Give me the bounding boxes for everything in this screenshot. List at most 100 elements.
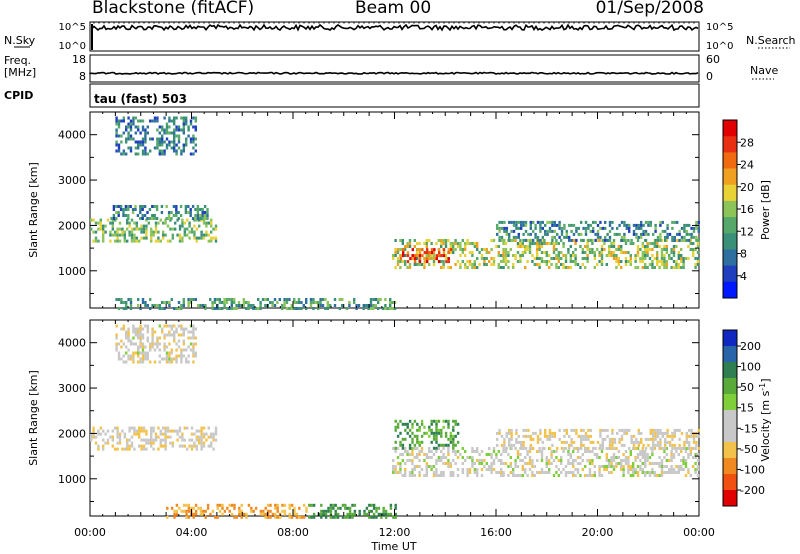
velocity-cell (517, 440, 520, 444)
power-cell (169, 227, 172, 231)
power-cell (145, 230, 148, 234)
power-cell (620, 248, 623, 251)
power-cell (182, 119, 185, 123)
velocity-cell (548, 437, 552, 441)
power-cell (161, 128, 164, 132)
velocity-cell (596, 453, 599, 456)
velocity-cell (620, 437, 624, 441)
velocity-cell (166, 515, 169, 519)
power-cell (283, 298, 286, 301)
power-cell (139, 131, 142, 135)
power-cell (505, 232, 508, 236)
power-cell (160, 211, 164, 214)
power-cell (112, 214, 116, 217)
velocity-cell (442, 425, 445, 429)
power-cell (612, 254, 616, 257)
power-cell (123, 230, 126, 234)
power-cell (555, 254, 558, 257)
power-cell (414, 257, 417, 261)
velocity-cell (430, 419, 433, 423)
velocity-cell (509, 465, 512, 468)
velocity-cell (214, 429, 218, 433)
power-cell (471, 263, 474, 266)
power-cell (569, 254, 572, 257)
power-cell (206, 214, 209, 217)
velocity-cell (117, 354, 121, 358)
velocity-cell (192, 512, 195, 516)
velocity-cell (394, 471, 397, 474)
power-cell (620, 235, 624, 239)
velocity-cell (684, 474, 688, 477)
power-cell (516, 251, 520, 254)
power-cell (151, 119, 154, 123)
velocity-cell (195, 447, 198, 451)
power-cell (150, 236, 153, 240)
velocity-cell (632, 447, 635, 450)
power-cell (636, 266, 640, 269)
power-cell (173, 140, 176, 144)
power-cell (137, 298, 140, 301)
power-cell (593, 254, 596, 257)
velocity-cell (159, 429, 162, 433)
power-cell (139, 211, 142, 214)
power-cell (127, 146, 130, 150)
power-cell (490, 248, 493, 251)
power-cell (384, 304, 387, 307)
power-cell (396, 248, 400, 251)
velocity-cell (646, 471, 649, 474)
velocity-cell (305, 506, 308, 510)
power-cell (416, 242, 419, 245)
power-cell (628, 223, 631, 227)
nsearch-dot (118, 22, 120, 24)
power-cell (147, 221, 150, 225)
velocity-cell (205, 432, 208, 436)
power-cell (202, 218, 206, 222)
velocity-cell (637, 431, 640, 435)
velocity-cell (548, 431, 552, 435)
power-cell (591, 251, 594, 254)
velocity-cell (495, 456, 498, 459)
power-cell (295, 307, 298, 310)
nsearch-dot (523, 22, 525, 24)
velocity-cell (456, 422, 460, 426)
velocity-cell (563, 446, 566, 450)
power-cell (333, 304, 337, 307)
power-cell (170, 119, 173, 123)
velocity-cell (175, 360, 178, 364)
power-cell (144, 149, 147, 153)
velocity-cell (389, 503, 393, 507)
power-cell (338, 298, 341, 301)
power-cell (164, 221, 167, 225)
power-cell (213, 298, 217, 301)
velocity-cell (580, 428, 583, 432)
power-cell (155, 205, 159, 208)
power-cell (532, 220, 535, 224)
power-cell (438, 254, 441, 258)
velocity-cell (652, 428, 655, 432)
velocity-cell (601, 437, 604, 441)
power-colorbar-segment (723, 168, 737, 186)
velocity-cell (666, 431, 669, 435)
velocity-cell (141, 333, 145, 337)
velocity-cell (408, 419, 412, 423)
velocity-cell (183, 426, 186, 430)
power-cell (259, 307, 262, 310)
velocity-cell (660, 465, 664, 468)
power-cell (531, 260, 534, 263)
power-cell (187, 205, 190, 208)
velocity-cell (665, 453, 668, 456)
power-cell (600, 257, 604, 260)
velocity-cell (579, 474, 582, 477)
velocity-cell (181, 432, 184, 436)
power-cell (288, 307, 291, 310)
power-cell (553, 223, 556, 227)
velocity-cell (140, 444, 143, 448)
power-cell (624, 239, 628, 242)
velocity-cell (608, 459, 611, 462)
velocity-cell (380, 512, 383, 516)
velocity-cell (635, 440, 638, 444)
power-cell (114, 233, 117, 237)
velocity-cell (636, 474, 640, 477)
power-cell (548, 266, 551, 269)
